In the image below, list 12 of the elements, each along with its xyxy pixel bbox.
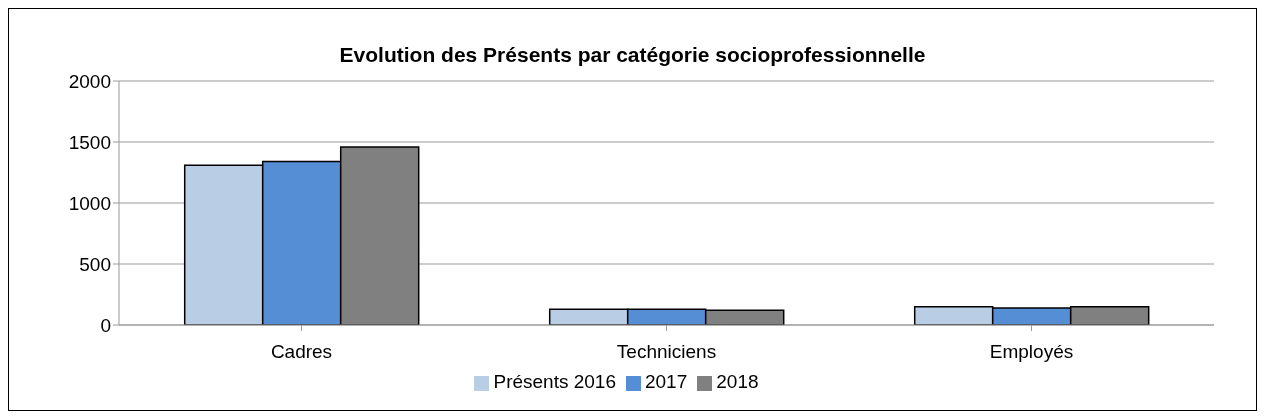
x-tick-label: Employés (989, 341, 1074, 363)
x-tick-label: Techniciens (616, 341, 717, 363)
y-tick-label: 2000 (68, 70, 111, 92)
y-tick-label: 1000 (68, 192, 111, 214)
y-tick-label: 1500 (68, 131, 111, 153)
x-tick-label: Cadres (270, 341, 333, 363)
legend-label: 2017 (644, 371, 688, 392)
y-tick-label: 0 (100, 314, 111, 336)
legend-label: Présents 2016 (493, 371, 616, 392)
legend-label: 2018 (716, 371, 759, 392)
chart-title: Evolution des Présents par catégorie socioprofessionnelle (339, 43, 926, 66)
y-tick-label: 500 (79, 253, 111, 275)
